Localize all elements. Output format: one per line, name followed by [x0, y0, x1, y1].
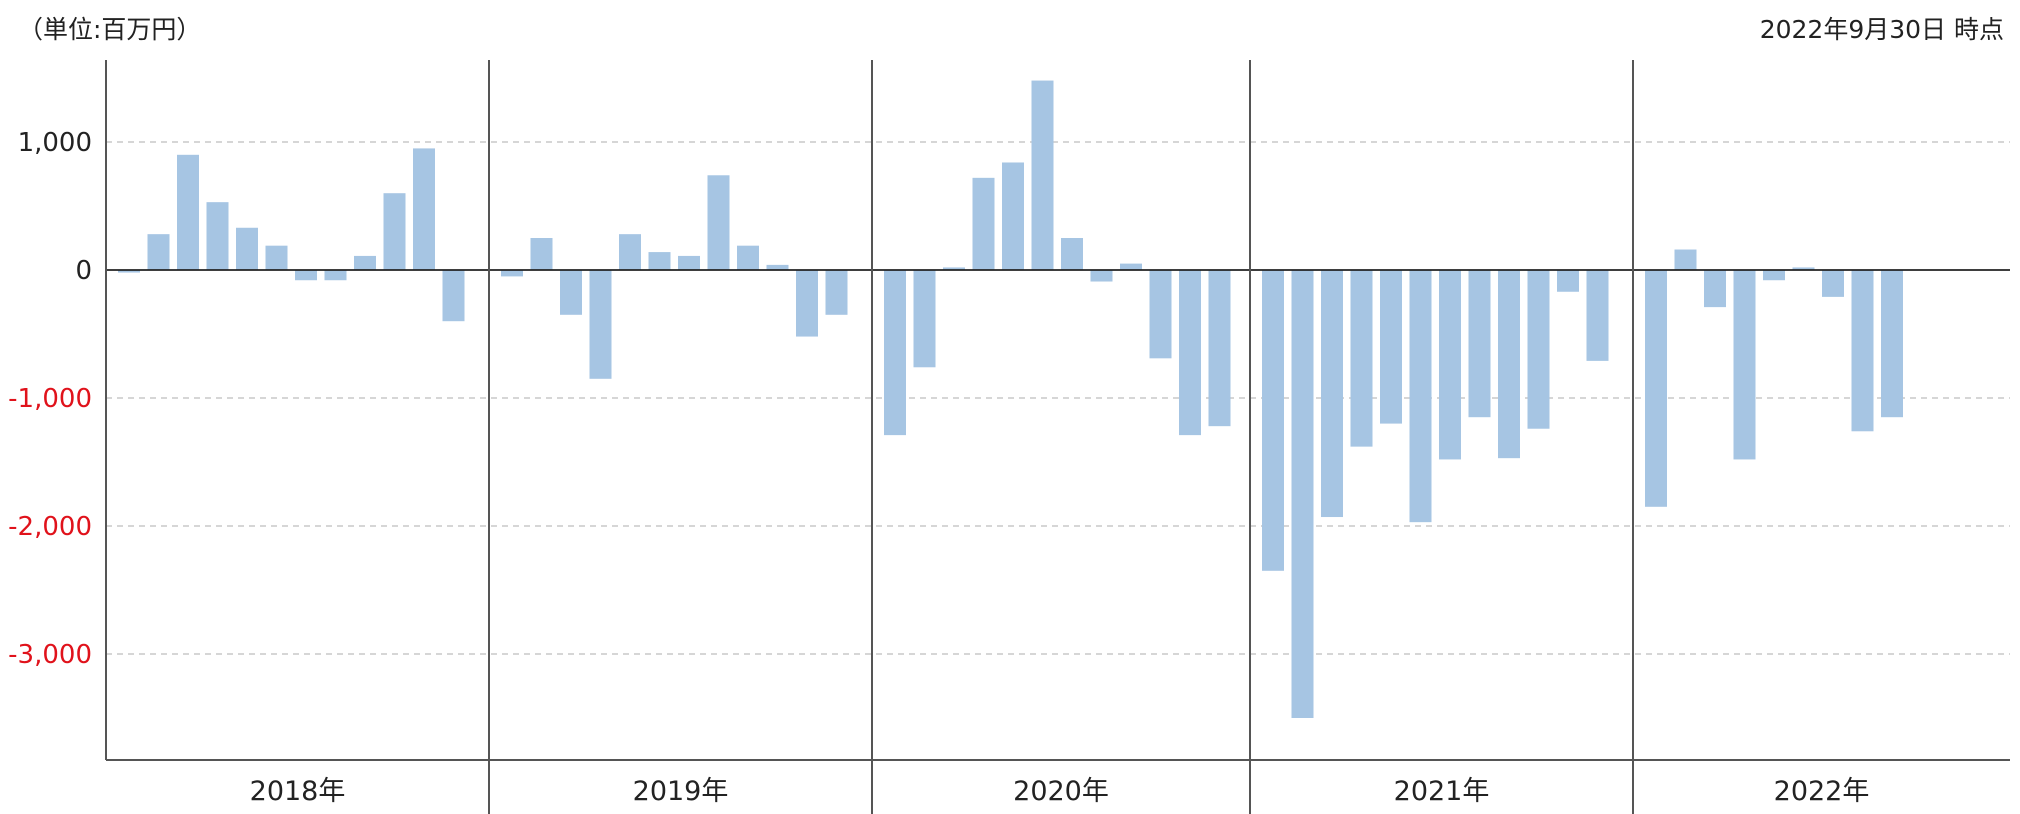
bar: [1291, 270, 1314, 718]
bar: [648, 252, 671, 270]
bar: [413, 148, 435, 270]
bar: [1645, 270, 1667, 507]
bar: [1090, 270, 1113, 282]
bar: [1149, 270, 1172, 359]
bar: [177, 154, 199, 270]
bar: [1586, 270, 1609, 361]
year-label: 2020年: [1013, 776, 1109, 807]
bar: [1674, 249, 1697, 270]
year-label: 2022年: [1774, 776, 1870, 807]
bar: [1002, 162, 1024, 270]
bar: [442, 270, 465, 322]
bar: [1350, 270, 1373, 447]
bar: [1120, 263, 1142, 270]
bar: [1792, 267, 1815, 270]
bar: [383, 193, 406, 270]
bar: [324, 270, 347, 281]
bar: [1321, 270, 1343, 518]
year-label: 2019年: [633, 776, 729, 807]
y-tick-label: -2,000: [8, 512, 92, 542]
bar: [707, 175, 730, 270]
bar: [1262, 270, 1284, 571]
bar: [766, 264, 789, 270]
bar: [1851, 270, 1874, 432]
bar: [206, 202, 229, 270]
bar: [560, 270, 582, 315]
bar: [354, 255, 376, 270]
bar: [147, 234, 170, 270]
bar: [1763, 270, 1785, 281]
bar: [1704, 270, 1726, 308]
bar: [913, 270, 936, 368]
bar: [1380, 270, 1402, 424]
y-tick-label: 1,000: [18, 128, 92, 158]
bar: [530, 238, 553, 270]
bar: [737, 245, 759, 270]
bar: [884, 270, 906, 436]
unit-label: （単位:百万円）: [18, 15, 202, 44]
year-label: 2018年: [250, 776, 346, 807]
bar: [1498, 270, 1520, 459]
bar: [619, 234, 641, 270]
bar: [1179, 270, 1201, 436]
bar: [1468, 270, 1491, 418]
y-tick-label: -3,000: [8, 640, 92, 670]
bar: [501, 270, 523, 277]
as-of-date-label: 2022年9月30日 時点: [1759, 15, 2004, 44]
year-label: 2021年: [1394, 776, 1490, 807]
bar: [1822, 270, 1844, 297]
bar: [796, 270, 818, 337]
bar: [678, 255, 700, 270]
bar: [1881, 270, 1903, 418]
bar: [295, 270, 317, 281]
bar: [118, 270, 140, 273]
bar: [236, 227, 258, 270]
bar: [1557, 270, 1579, 292]
bar: [1409, 270, 1432, 523]
bar: [943, 267, 965, 270]
y-tick-label: -1,000: [8, 384, 92, 414]
bar: [1031, 80, 1054, 270]
bar: [972, 177, 995, 270]
bar: [825, 270, 848, 315]
bar: [1439, 270, 1461, 460]
bar: [1733, 270, 1756, 460]
bar: [265, 245, 288, 270]
bar: [589, 270, 612, 379]
y-tick-label: 0: [75, 256, 92, 286]
bar: [1527, 270, 1550, 429]
bar: [1061, 238, 1083, 270]
bar: [1208, 270, 1231, 427]
